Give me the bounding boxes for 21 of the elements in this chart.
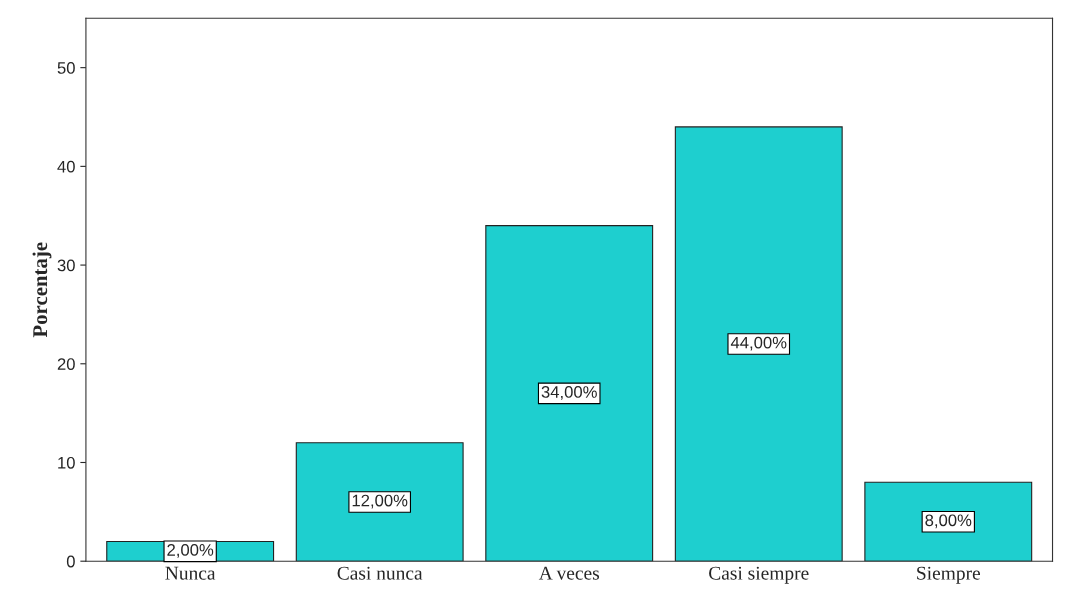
data-label: 44,00%: [730, 336, 787, 351]
x-tick-label: Nunca: [165, 566, 216, 580]
bar: [485, 225, 654, 562]
y-tick-label: 20: [57, 358, 75, 370]
y-tick-label: 10: [58, 456, 75, 469]
data-label: 12,00%: [352, 494, 408, 509]
data-label: 34,00%: [541, 386, 597, 400]
data-label: 8,00%: [925, 514, 972, 529]
data-label: 2,00%: [167, 544, 214, 558]
bar: [295, 442, 464, 562]
x-tick-label: Casi nunca: [337, 566, 423, 580]
y-tick-label: 40: [57, 160, 75, 173]
y-tick-label: 30: [57, 259, 75, 272]
x-tick-label: A veces: [538, 566, 600, 580]
x-tick-label: Siempre: [917, 566, 981, 584]
y-axis-title: Porcentaje: [32, 242, 52, 338]
y-tick-label: 0: [66, 555, 75, 568]
x-tick-label: Casi siempre: [709, 566, 809, 584]
bar: [674, 126, 843, 562]
y-tick-label: 50: [57, 62, 75, 74]
bar: [864, 481, 1033, 562]
